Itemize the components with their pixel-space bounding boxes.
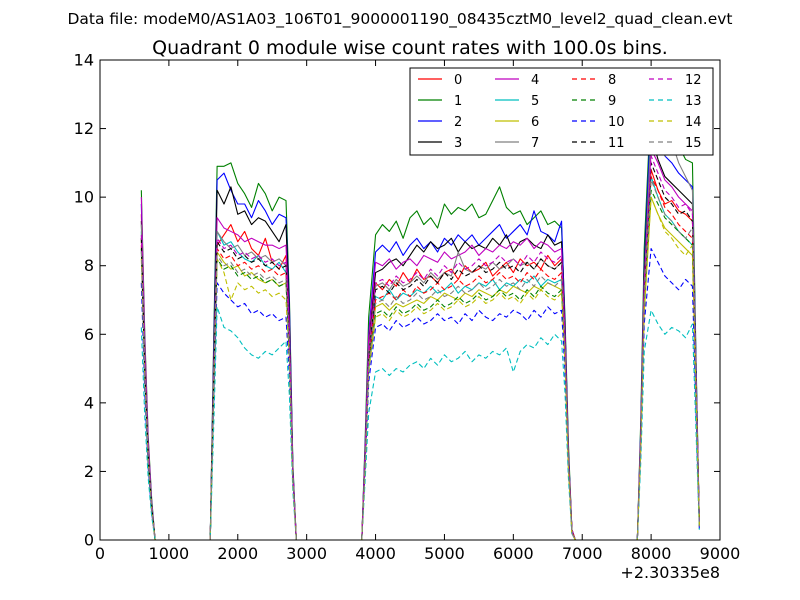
y-tick-label: 12 — [74, 119, 94, 138]
legend-label-6: 6 — [531, 115, 539, 130]
y-tick-label: 4 — [84, 393, 94, 412]
data-file-label: Data file: modeM0/AS1A03_106T01_90000011… — [67, 10, 732, 29]
legend-label-5: 5 — [531, 94, 539, 109]
x-tick-label: 8000 — [631, 544, 672, 563]
plot-area — [140, 97, 700, 540]
y-tick-label: 2 — [84, 462, 94, 481]
legend-label-9: 9 — [608, 94, 616, 109]
series-line-9 — [140, 189, 700, 540]
axes: 0 1000 2000 3000 4000 5000 6000 7000 8000 9000 0 2 4… — [74, 51, 741, 564]
x-tick-label: 6000 — [493, 544, 534, 563]
x-tick-label: 0 — [95, 544, 105, 563]
series-line-11 — [140, 162, 700, 540]
series-line-15 — [140, 179, 700, 540]
x-tick-label: 1000 — [149, 544, 190, 563]
x-offset-label: +2.30335e8 — [620, 563, 720, 582]
y-tick-label: 14 — [74, 51, 94, 70]
y-tick-label: 6 — [84, 325, 94, 344]
legend-label-10: 10 — [608, 115, 625, 130]
series-line-4 — [140, 148, 700, 540]
legend-label-13: 13 — [685, 94, 702, 109]
series-line-14 — [140, 196, 700, 540]
series-line-10 — [140, 248, 700, 540]
x-tick-label: 5000 — [424, 544, 465, 563]
legend-box — [409, 67, 714, 156]
x-tick-label: 9000 — [700, 544, 741, 563]
series-line-13 — [140, 306, 700, 540]
legend-label-11: 11 — [608, 136, 625, 151]
series-line-6 — [140, 196, 700, 540]
series-line-3 — [140, 134, 700, 540]
x-tick-label: 7000 — [562, 544, 603, 563]
series-line-2 — [140, 110, 700, 540]
legend-label-4: 4 — [531, 73, 539, 88]
legend-label-14: 14 — [685, 115, 702, 130]
y-tick-label: 8 — [84, 256, 94, 275]
x-tick-label: 4000 — [355, 544, 396, 563]
legend-label-15: 15 — [685, 136, 702, 151]
y-tick-label: 10 — [74, 188, 94, 207]
legend-label-2: 2 — [454, 115, 462, 130]
legend-label-7: 7 — [531, 136, 539, 151]
series-line-1 — [140, 97, 700, 540]
y-tick-label: 0 — [84, 531, 94, 550]
legend-label-3: 3 — [454, 136, 462, 151]
chart-title: Quadrant 0 module wise count rates with … — [152, 37, 668, 59]
axes-frame — [99, 59, 721, 541]
legend-label-12: 12 — [685, 73, 702, 88]
x-tick-label: 2000 — [217, 544, 258, 563]
x-tick-label: 3000 — [286, 544, 327, 563]
series-line-5 — [140, 176, 700, 540]
series-line-8 — [140, 176, 700, 540]
legend-label-0: 0 — [454, 73, 462, 88]
series-line-12 — [140, 155, 700, 540]
legend-label-8: 8 — [608, 73, 616, 88]
series-line-7 — [140, 128, 700, 540]
legend-label-1: 1 — [454, 94, 462, 109]
series-line-0 — [140, 169, 700, 540]
